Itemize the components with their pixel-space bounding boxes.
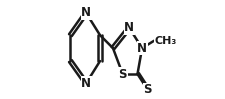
Text: N: N xyxy=(81,77,91,90)
Text: N: N xyxy=(124,21,134,34)
Text: S: S xyxy=(143,83,152,96)
Text: CH₃: CH₃ xyxy=(154,36,176,46)
Text: N: N xyxy=(137,42,147,55)
Text: N: N xyxy=(81,6,91,19)
Text: S: S xyxy=(118,68,127,80)
